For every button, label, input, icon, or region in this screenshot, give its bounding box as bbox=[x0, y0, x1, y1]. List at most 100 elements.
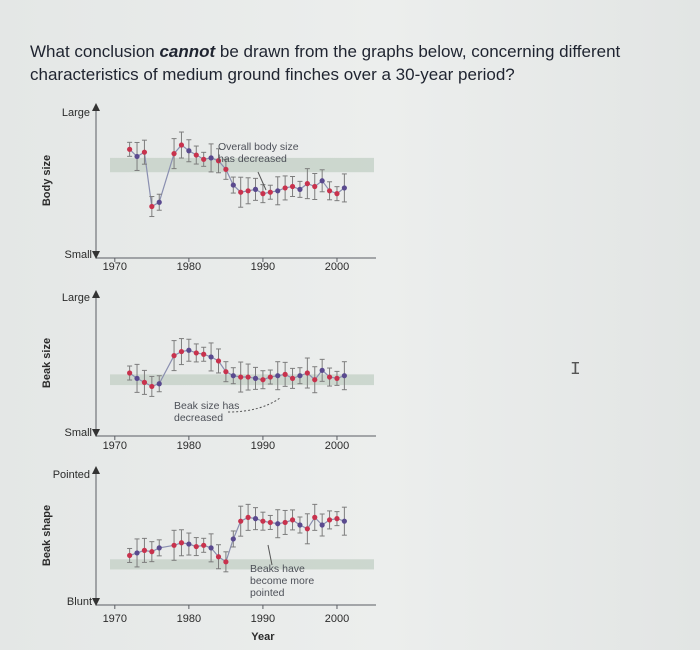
x-tick-label-0-2000: 2000 bbox=[325, 261, 349, 273]
data-point-1-16 bbox=[252, 375, 259, 381]
data-point-1-8 bbox=[193, 350, 199, 356]
x-tick-label-1-1970: 1970 bbox=[103, 440, 127, 452]
data-point-2-3 bbox=[149, 549, 155, 555]
y-axis-down-arrow-2 bbox=[92, 598, 100, 606]
data-point-0-18 bbox=[267, 189, 273, 195]
y-top-label-2: Pointed bbox=[53, 469, 90, 481]
data-point-0-16 bbox=[252, 186, 259, 192]
y-top-label-0: Large bbox=[62, 107, 90, 119]
data-point-2-2 bbox=[141, 547, 148, 553]
data-point-2-11 bbox=[215, 554, 222, 560]
x-tick-label-0-1990: 1990 bbox=[251, 261, 275, 273]
data-point-2-0 bbox=[127, 552, 133, 559]
x-tick-label-2-1990: 1990 bbox=[251, 613, 275, 625]
data-point-1-11 bbox=[215, 358, 222, 364]
x-tick-label-0-1980: 1980 bbox=[177, 261, 201, 273]
data-point-0-22 bbox=[297, 186, 303, 192]
data-point-0-17 bbox=[260, 191, 266, 197]
annotation-arrow-2 bbox=[267, 544, 273, 566]
question-text: What conclusion cannot be drawn from the… bbox=[30, 42, 621, 84]
annotation-line-2-2: pointed bbox=[250, 587, 285, 599]
data-point-0-21 bbox=[289, 183, 296, 190]
data-point-1-19 bbox=[275, 373, 281, 379]
x-tick-label-1-2000: 2000 bbox=[325, 440, 349, 452]
data-point-0-1 bbox=[134, 153, 140, 160]
annotation-line-2-1: become more bbox=[250, 575, 314, 587]
y-axis-up-arrow-0 bbox=[92, 103, 100, 111]
data-point-0-4 bbox=[156, 199, 162, 205]
data-point-2-17 bbox=[260, 518, 266, 524]
data-point-1-14 bbox=[238, 374, 244, 380]
data-point-1-24 bbox=[312, 377, 318, 383]
data-point-0-3 bbox=[149, 203, 155, 210]
data-point-1-26 bbox=[326, 374, 333, 380]
y-axis-title-0: Body size bbox=[41, 155, 53, 206]
data-point-1-2 bbox=[141, 379, 148, 385]
x-tick-label-2-1970: 1970 bbox=[103, 613, 127, 625]
question-emphasis: cannot bbox=[159, 42, 216, 61]
annotation-line-1-0: Beak size has bbox=[174, 400, 239, 412]
data-point-2-12 bbox=[223, 559, 229, 565]
shaded-band-2 bbox=[110, 559, 374, 570]
data-point-0-26 bbox=[326, 188, 333, 194]
y-bottom-label-0: Small bbox=[64, 249, 92, 261]
data-point-0-10 bbox=[208, 155, 214, 161]
annotation-line-2-0: Beaks have bbox=[250, 563, 305, 575]
data-point-0-15 bbox=[245, 188, 251, 194]
data-point-0-12 bbox=[223, 166, 229, 172]
data-point-1-7 bbox=[186, 347, 192, 353]
data-point-2-15 bbox=[245, 514, 251, 520]
data-point-2-5 bbox=[171, 542, 177, 548]
data-point-2-19 bbox=[275, 521, 281, 527]
data-point-2-4 bbox=[156, 545, 162, 551]
x-tick-label-1-1990: 1990 bbox=[251, 440, 275, 452]
data-point-1-5 bbox=[171, 353, 177, 359]
data-point-1-17 bbox=[260, 377, 266, 383]
data-point-0-28 bbox=[341, 185, 347, 191]
data-point-1-23 bbox=[304, 370, 310, 376]
data-point-1-21 bbox=[289, 375, 296, 381]
data-point-2-26 bbox=[326, 517, 333, 523]
annotation-0: Overall body size has decreased bbox=[218, 141, 299, 165]
data-point-0-2 bbox=[141, 149, 148, 155]
data-point-2-6 bbox=[178, 540, 185, 546]
data-point-1-4 bbox=[156, 381, 162, 387]
y-top-label-1: Large bbox=[62, 292, 90, 304]
x-tick-label-1-1980: 1980 bbox=[177, 440, 201, 452]
data-point-1-20 bbox=[282, 371, 288, 377]
y-axis-up-arrow-2 bbox=[92, 466, 100, 474]
annotation-line-0-1: has decreased bbox=[218, 153, 287, 165]
data-point-1-25 bbox=[319, 367, 325, 373]
annotation-arrow-1 bbox=[227, 397, 281, 413]
data-point-2-7 bbox=[186, 541, 192, 547]
data-point-1-9 bbox=[201, 351, 207, 357]
data-point-2-22 bbox=[297, 522, 303, 528]
data-point-1-15 bbox=[245, 374, 251, 380]
series-line-2 bbox=[129, 516, 345, 563]
data-point-2-16 bbox=[252, 516, 259, 522]
data-point-1-27 bbox=[334, 375, 340, 381]
x-axis-title: Year bbox=[251, 631, 275, 643]
data-point-1-12 bbox=[223, 369, 229, 375]
data-point-2-14 bbox=[238, 518, 244, 524]
data-point-1-10 bbox=[208, 354, 214, 360]
data-point-2-25 bbox=[319, 522, 325, 528]
annotation-line-0-0: Overall body size bbox=[218, 141, 299, 153]
data-point-1-18 bbox=[267, 374, 273, 380]
data-point-0-11 bbox=[215, 158, 222, 164]
y-axis-down-arrow-0 bbox=[92, 251, 100, 259]
data-point-0-25 bbox=[319, 178, 325, 184]
shaded-band-1 bbox=[110, 374, 374, 386]
data-point-1-22 bbox=[297, 373, 303, 379]
data-point-0-19 bbox=[275, 188, 281, 194]
data-point-1-1 bbox=[134, 375, 140, 381]
annotation-arrow-0 bbox=[257, 171, 267, 191]
data-point-0-23 bbox=[304, 181, 310, 187]
annotation-line-1-1: decreased bbox=[174, 412, 223, 424]
data-point-0-13 bbox=[230, 182, 236, 188]
data-point-1-6 bbox=[178, 348, 185, 355]
data-point-2-21 bbox=[289, 517, 296, 523]
data-point-2-9 bbox=[201, 542, 207, 548]
data-point-0-9 bbox=[201, 156, 207, 162]
